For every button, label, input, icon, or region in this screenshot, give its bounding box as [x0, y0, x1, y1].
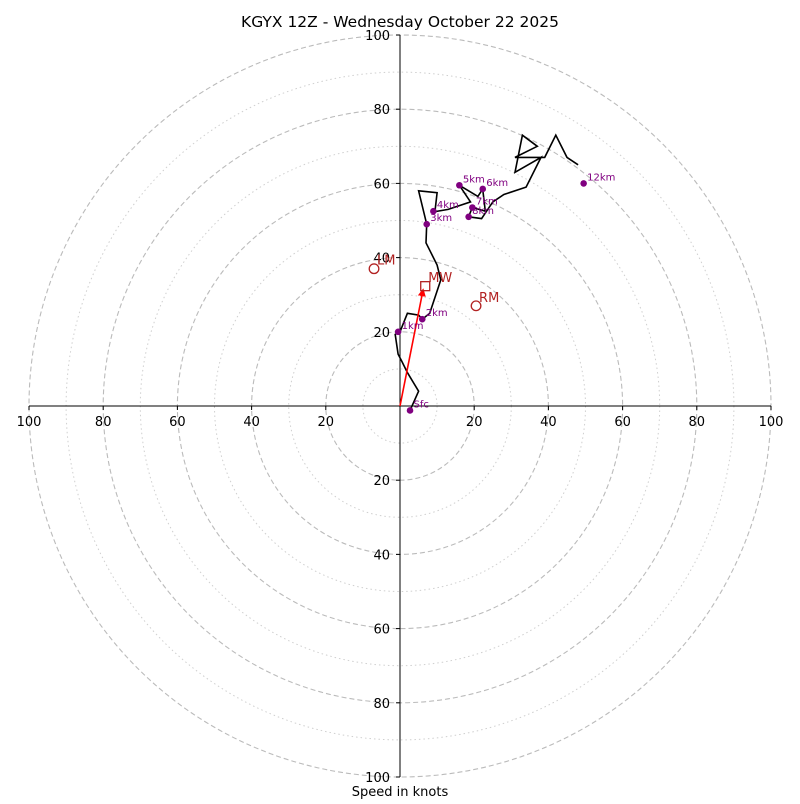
x-tick-label: 100 — [759, 415, 784, 430]
y-tick-label: 40 — [373, 252, 390, 267]
y-tick-label: 100 — [365, 29, 390, 44]
y-tick-label: 20 — [373, 326, 390, 341]
y-tick-label: 60 — [373, 177, 390, 192]
x-tick-label: 80 — [689, 415, 706, 430]
x-tick-label: 100 — [17, 415, 42, 430]
storm-motion-label: RM — [479, 291, 499, 306]
shear-vector-arrow — [399, 288, 426, 407]
y-tick-label: 80 — [373, 103, 390, 118]
level-label: 1km — [402, 321, 424, 332]
storm-motion-marker — [470, 300, 482, 312]
level-marker — [423, 220, 431, 228]
storm-motion-marker — [368, 263, 380, 275]
level-marker — [456, 181, 463, 189]
x-tick-label: 40 — [540, 415, 557, 430]
level-marker — [469, 204, 476, 211]
level-label: 5km — [463, 174, 485, 185]
y-tick-label: 40 — [373, 548, 390, 563]
level-marker — [580, 180, 587, 187]
x-tick-label: 80 — [95, 415, 112, 430]
level-label: 6km — [486, 178, 508, 189]
level-label: 2km — [426, 308, 448, 319]
storm-motion-label: LM — [377, 254, 395, 269]
storm-motion-layer: LM RM MW — [368, 254, 499, 312]
x-tick-label: 60 — [169, 415, 186, 430]
level-label: 3km — [430, 213, 452, 224]
x-tick-label: 20 — [466, 415, 483, 430]
wind-trace-line — [394, 133, 579, 411]
shear-layer — [399, 288, 426, 407]
ticks-layer: 100 80 60 40 20 20 40 60 80 100 100 80 60 40 20 20 40 60 8… — [17, 29, 784, 786]
level-label: 7km — [476, 197, 498, 208]
y-tick-label: 80 — [373, 697, 390, 712]
x-tick-label: 60 — [614, 415, 631, 430]
storm-motion-label: MW — [428, 271, 452, 286]
level-label: 12km — [587, 172, 615, 183]
y-tick-label: 20 — [373, 474, 390, 489]
y-tick-label: 60 — [373, 623, 390, 638]
level-marker — [394, 328, 402, 336]
level-marker — [406, 407, 414, 414]
x-axis-label: Speed in knots — [352, 785, 449, 800]
level-label: 8km — [472, 206, 494, 217]
level-marker — [479, 185, 487, 193]
level-label: 4km — [437, 200, 459, 211]
x-tick-label: 40 — [243, 415, 260, 430]
level-marker — [418, 315, 426, 323]
level-marker — [430, 207, 437, 215]
level-marker — [465, 213, 472, 221]
trace-layer — [394, 133, 579, 411]
mean-wind-marker — [420, 281, 431, 292]
level-label: Sfc — [414, 399, 429, 410]
y-tick-label: 100 — [365, 771, 390, 786]
chart-title: KGYX 12Z - Wednesday October 22 2025 — [241, 13, 559, 31]
x-tick-label: 20 — [318, 415, 335, 430]
